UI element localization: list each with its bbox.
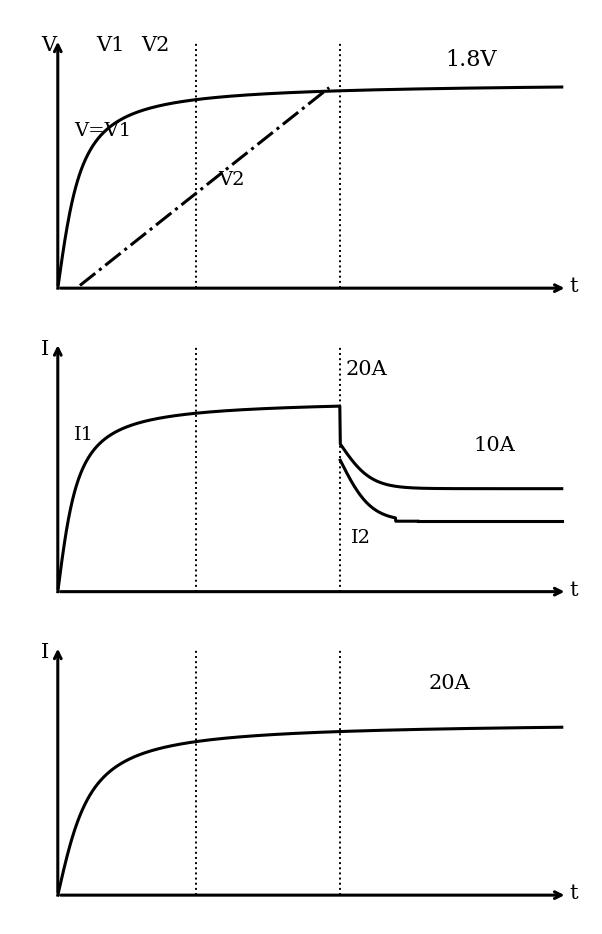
Text: I: I [41,644,49,662]
Text: 20A: 20A [429,674,471,693]
Text: V2: V2 [141,36,169,55]
Text: t: t [569,581,579,600]
Text: I2: I2 [352,529,371,547]
Text: 10A: 10A [473,436,515,455]
Text: 20A: 20A [346,360,388,379]
Text: t: t [569,277,579,296]
Text: 1.8V: 1.8V [445,49,497,71]
Text: V: V [41,36,57,55]
Text: t: t [569,884,579,903]
Text: V=V1: V=V1 [75,122,131,140]
Text: V2: V2 [219,171,245,190]
Text: I1: I1 [75,426,95,444]
Text: I: I [41,340,49,359]
Text: V1: V1 [96,36,125,55]
